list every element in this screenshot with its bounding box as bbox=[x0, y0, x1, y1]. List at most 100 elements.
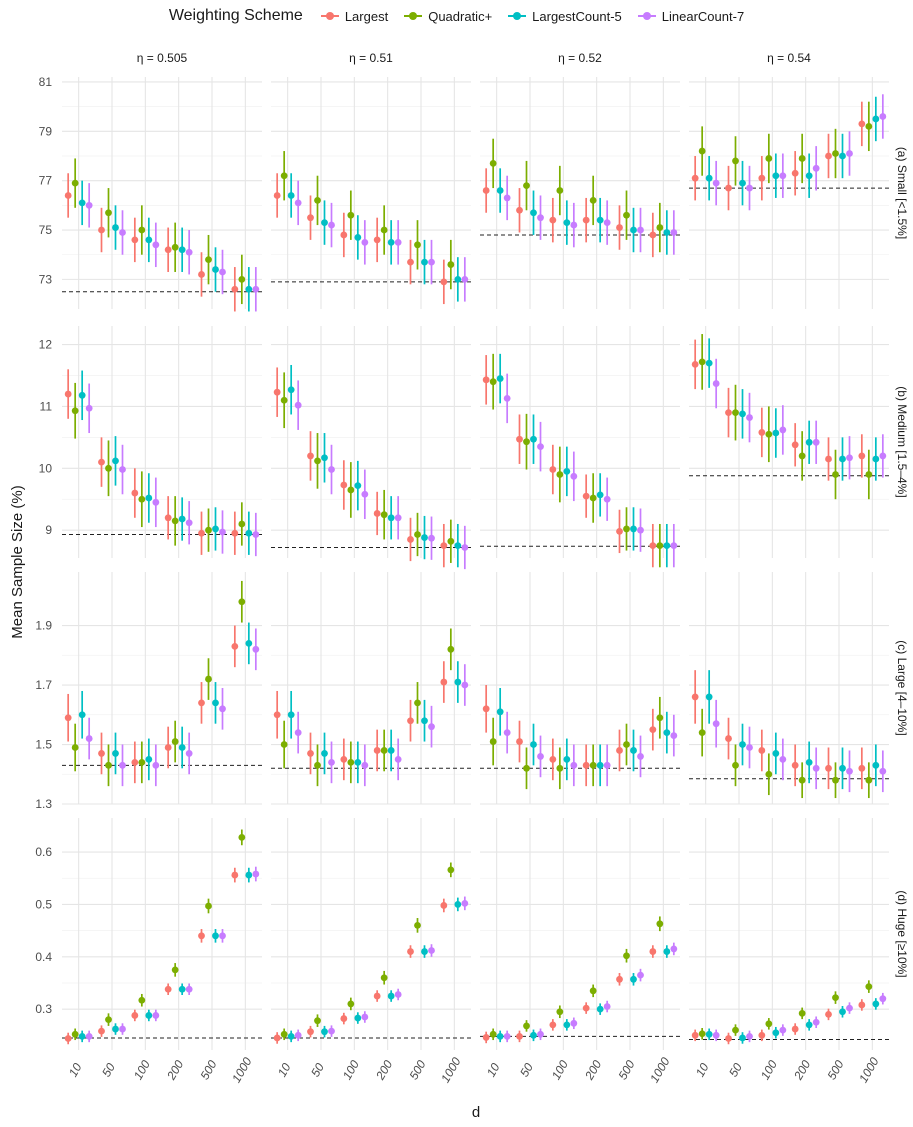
data-point-largestcount-5 bbox=[78, 711, 86, 719]
data-point-quadratic bbox=[414, 921, 421, 929]
data-point-linearcount-7 bbox=[328, 221, 335, 229]
data-point-linearcount-7 bbox=[252, 285, 260, 293]
data-point-largestcount-5 bbox=[530, 741, 537, 748]
data-point-largestcount-5 bbox=[872, 455, 880, 463]
data-point-linearcount-7 bbox=[712, 720, 720, 728]
data-point-quadratic bbox=[523, 764, 530, 772]
data-point-largestcount-5 bbox=[178, 985, 186, 993]
y-tick-label: 1.5 bbox=[35, 738, 52, 752]
data-point-largestcount-5 bbox=[387, 238, 395, 246]
data-point-quadratic bbox=[314, 1017, 321, 1025]
legend-title: Weighting Scheme bbox=[168, 7, 303, 24]
data-point-largestcount-5 bbox=[421, 717, 428, 725]
legend-key-quadratic bbox=[404, 9, 423, 23]
data-point-linearcount-7 bbox=[219, 705, 226, 713]
data-point-linearcount-7 bbox=[637, 971, 644, 979]
data-point-largestcount-5 bbox=[78, 391, 86, 399]
data-point-quadratic bbox=[447, 537, 455, 545]
data-point-quadratic bbox=[865, 471, 873, 478]
data-point-linearcount-7 bbox=[746, 184, 753, 192]
data-point-quadratic bbox=[556, 471, 564, 478]
data-point-linearcount-7 bbox=[361, 238, 369, 246]
data-point-largestcount-5 bbox=[354, 1014, 362, 1022]
data-point-largest bbox=[198, 271, 205, 278]
data-point-quadratic bbox=[205, 256, 212, 264]
data-point-linearcount-7 bbox=[812, 438, 820, 446]
data-point-largest bbox=[691, 693, 699, 701]
y-tick-label: 81 bbox=[39, 75, 53, 89]
data-point-largest bbox=[198, 932, 205, 940]
data-point-linearcount-7 bbox=[461, 275, 469, 283]
data-point-largestcount-5 bbox=[805, 1021, 813, 1029]
data-point-linearcount-7 bbox=[637, 226, 644, 234]
data-point-linearcount-7 bbox=[185, 248, 193, 256]
data-point-quadratic bbox=[489, 378, 497, 386]
data-point-largestcount-5 bbox=[112, 1025, 119, 1033]
y-tick-label: 77 bbox=[39, 174, 53, 188]
data-point-quadratic bbox=[380, 747, 388, 754]
data-point-linearcount-7 bbox=[812, 1018, 820, 1026]
data-point-linearcount-7 bbox=[537, 214, 544, 222]
data-point-largest bbox=[549, 466, 557, 473]
data-point-quadratic bbox=[238, 598, 246, 606]
data-point-largestcount-5 bbox=[839, 152, 846, 160]
data-point-largest bbox=[98, 226, 105, 234]
data-point-largest bbox=[164, 246, 172, 254]
legend-label-largestcount: LargestCount-5 bbox=[532, 8, 622, 24]
x-tick-label: 1000 bbox=[647, 1055, 673, 1085]
x-tick-label: 10 bbox=[66, 1060, 85, 1079]
data-point-quadratic bbox=[171, 243, 179, 251]
legend-key-largest bbox=[320, 9, 339, 23]
data-point-linearcount-7 bbox=[152, 1012, 160, 1019]
data-point-linearcount-7 bbox=[879, 995, 887, 1003]
data-point-linearcount-7 bbox=[294, 729, 302, 737]
legend-item-largestcount: LargestCount-5 bbox=[508, 9, 622, 24]
data-point-largestcount-5 bbox=[354, 482, 362, 490]
data-point-linearcount-7 bbox=[394, 755, 402, 763]
legend-label-largest: Largest bbox=[344, 8, 389, 24]
legend-key-linearcount bbox=[637, 9, 656, 23]
x-tick-label: 200 bbox=[164, 1058, 187, 1083]
data-point-largestcount-5 bbox=[563, 219, 571, 227]
data-point-largestcount-5 bbox=[563, 755, 571, 763]
data-point-largestcount-5 bbox=[321, 750, 328, 757]
data-point-largest bbox=[307, 452, 314, 460]
data-point-quadratic bbox=[623, 741, 630, 748]
data-point-largestcount-5 bbox=[872, 115, 880, 123]
data-point-largest bbox=[649, 231, 657, 239]
data-point-quadratic bbox=[798, 452, 806, 460]
data-point-largest bbox=[164, 514, 172, 522]
facet-panel bbox=[271, 77, 471, 309]
data-point-linearcount-7 bbox=[712, 380, 720, 387]
data-point-quadratic bbox=[589, 197, 597, 204]
data-point-largest bbox=[231, 285, 239, 293]
data-point-largestcount-5 bbox=[705, 693, 713, 701]
data-point-largest bbox=[440, 678, 448, 686]
data-point-largestcount-5 bbox=[705, 1030, 713, 1038]
facet-panel bbox=[271, 818, 471, 1050]
data-point-largestcount-5 bbox=[839, 1008, 846, 1016]
data-point-largestcount-5 bbox=[739, 410, 746, 418]
data-point-quadratic bbox=[732, 157, 739, 165]
data-point-largest bbox=[340, 481, 348, 489]
x-tick-label: 100 bbox=[758, 1058, 780, 1083]
data-point-largestcount-5 bbox=[212, 932, 219, 940]
data-point-largest bbox=[407, 717, 414, 725]
data-point-quadratic bbox=[280, 1030, 288, 1038]
data-point-largestcount-5 bbox=[705, 174, 713, 182]
column-strip-label: η = 0.505 bbox=[137, 51, 188, 65]
data-point-linearcount-7 bbox=[428, 258, 435, 266]
data-point-linearcount-7 bbox=[779, 172, 787, 180]
data-point-linearcount-7 bbox=[361, 761, 369, 769]
data-point-linearcount-7 bbox=[428, 723, 435, 731]
data-point-largest bbox=[616, 527, 623, 535]
data-point-largestcount-5 bbox=[245, 639, 253, 647]
data-point-largestcount-5 bbox=[78, 199, 86, 207]
data-point-largest bbox=[516, 206, 523, 214]
data-point-largest bbox=[307, 750, 314, 757]
data-point-quadratic bbox=[556, 187, 564, 194]
column-strip-label: η = 0.51 bbox=[349, 51, 393, 65]
x-tick-label: 100 bbox=[131, 1058, 153, 1083]
data-point-largestcount-5 bbox=[630, 747, 637, 754]
data-point-largest bbox=[340, 1015, 348, 1022]
